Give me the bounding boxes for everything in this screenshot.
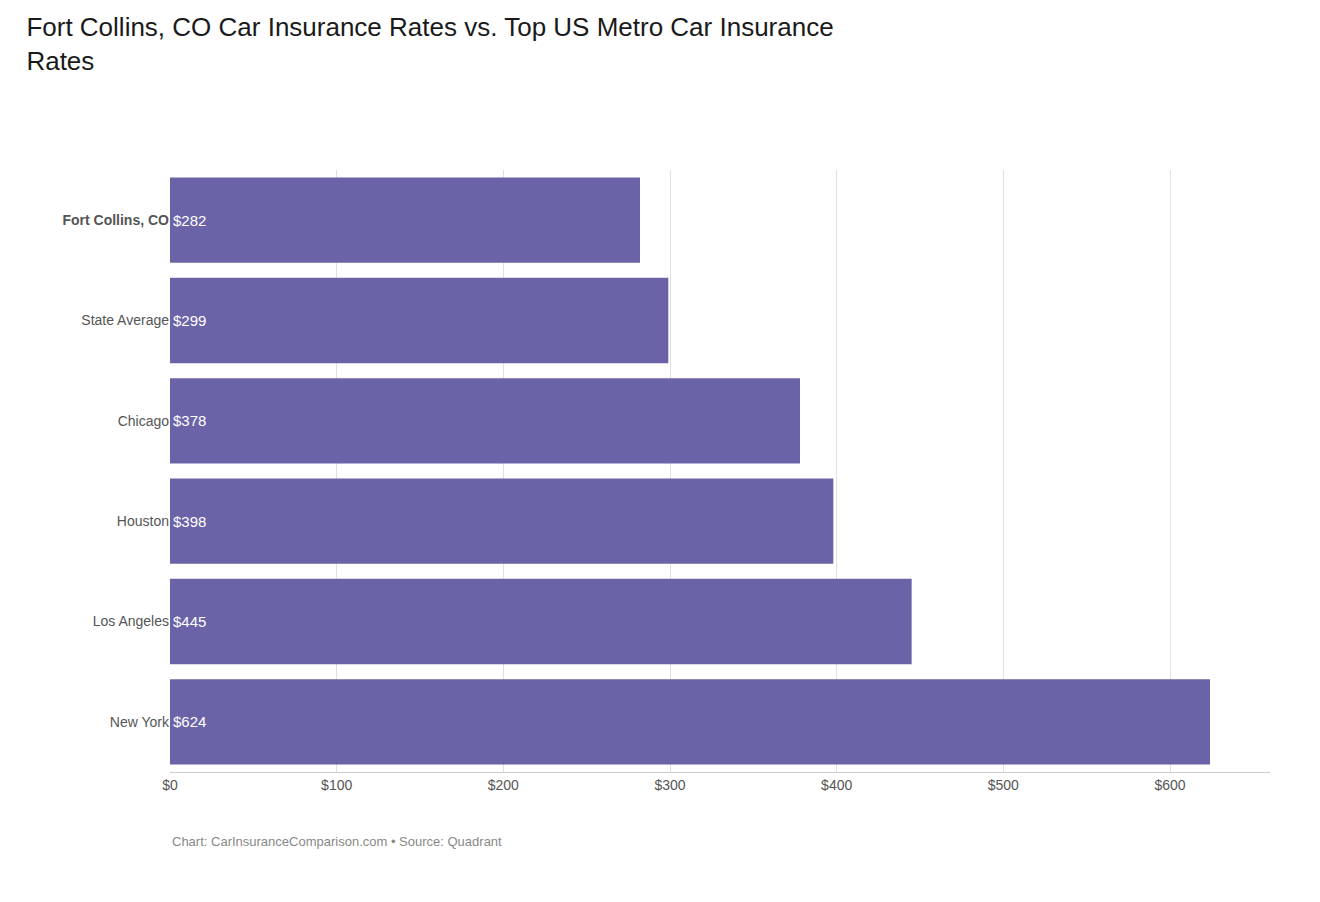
svg-text:$400: $400 xyxy=(821,777,852,793)
svg-text:$0: $0 xyxy=(162,777,178,793)
svg-text:Fort Collins, CO Car Insurance: Fort Collins, CO Car Insurance Rates vs.… xyxy=(26,12,833,76)
svg-text:$378: $378 xyxy=(173,412,206,429)
svg-text:Chicago: Chicago xyxy=(118,413,170,429)
svg-text:Chart: CarInsuranceComparison.: Chart: CarInsuranceComparison.com • Sour… xyxy=(172,834,502,849)
svg-text:$600: $600 xyxy=(1154,777,1185,793)
svg-text:$300: $300 xyxy=(654,777,685,793)
svg-text:$282: $282 xyxy=(173,212,206,229)
svg-text:$500: $500 xyxy=(988,777,1019,793)
svg-text:$100: $100 xyxy=(321,777,352,793)
svg-text:$299: $299 xyxy=(173,312,206,329)
svg-text:Los Angeles: Los Angeles xyxy=(93,613,169,629)
svg-text:$445: $445 xyxy=(173,613,206,630)
svg-text:Fort Collins, CO: Fort Collins, CO xyxy=(62,212,169,228)
svg-text:State Average: State Average xyxy=(81,312,169,328)
svg-text:Houston: Houston xyxy=(117,513,169,529)
svg-text:New York: New York xyxy=(110,714,170,730)
svg-text:$624: $624 xyxy=(173,713,206,730)
svg-text:$398: $398 xyxy=(173,513,206,530)
svg-text:$200: $200 xyxy=(488,777,519,793)
